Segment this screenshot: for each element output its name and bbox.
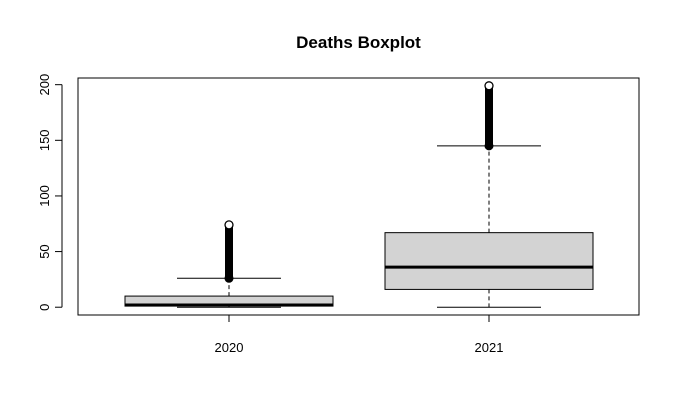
outlier-band	[485, 85, 493, 146]
outlier-point	[224, 220, 234, 230]
outlier-band	[225, 224, 233, 279]
outlier-point	[484, 141, 494, 151]
iqr-box	[384, 232, 594, 290]
y-tick-label: 0	[37, 304, 52, 311]
outlier-point	[224, 273, 234, 283]
y-tick-label: 50	[37, 244, 52, 258]
x-tick-label: 2020	[215, 340, 244, 355]
x-axis: 2020 2021	[215, 314, 504, 355]
box-2020	[124, 220, 334, 308]
x-tick-label: 2021	[475, 340, 504, 355]
y-tick-label: 200	[37, 74, 52, 96]
y-tick-label: 100	[37, 185, 52, 207]
box-2021	[384, 81, 594, 308]
outlier-point	[484, 81, 494, 91]
boxes	[124, 81, 594, 308]
y-axis: 0 50 100 150 200	[37, 74, 63, 311]
chart-title: Deaths Boxplot	[296, 33, 421, 52]
y-tick-label: 150	[37, 129, 52, 151]
